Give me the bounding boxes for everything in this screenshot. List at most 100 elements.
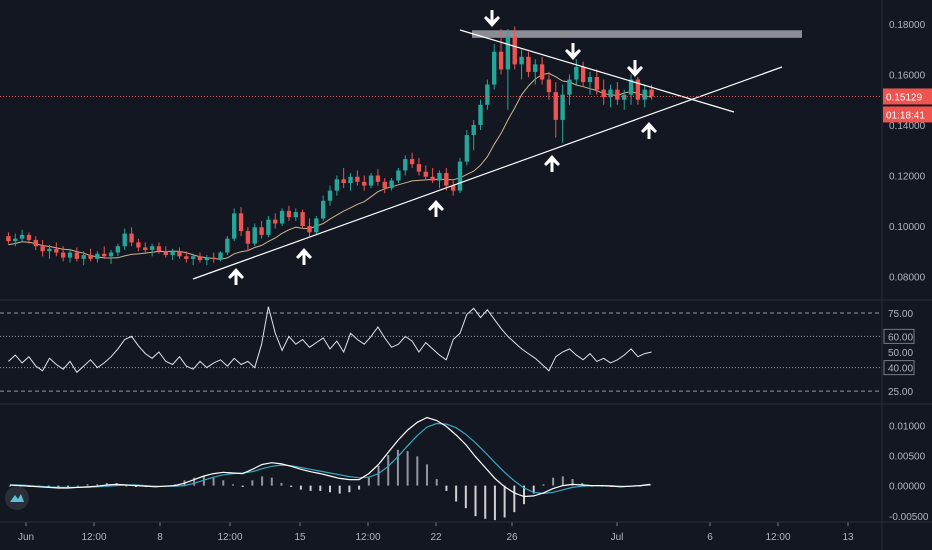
candle-body [485, 84, 490, 105]
candle-body [156, 246, 162, 252]
time-tick-label: 6 [707, 532, 713, 543]
macd-histogram-bar [581, 482, 584, 486]
candle-body [266, 219, 271, 235]
arrow-up-marker [296, 248, 312, 265]
candle-body [204, 257, 210, 261]
macd-histogram-bar [552, 477, 555, 486]
candle-body [567, 79, 572, 95]
candle-body [375, 175, 381, 182]
candle-body [642, 89, 647, 100]
candle-body [149, 246, 155, 251]
candle-body [95, 253, 100, 259]
candle-body [47, 248, 52, 252]
arrow-down-icon [627, 60, 643, 77]
tradingview-logo-icon [5, 486, 29, 510]
candle-body [450, 185, 456, 191]
candle-body [88, 255, 93, 259]
macd-histogram-bar [299, 485, 302, 490]
macd-histogram-bar [455, 485, 458, 502]
macd-histogram-bar [464, 485, 467, 509]
current-price-badge [883, 88, 932, 105]
time-tick-label: 15 [294, 532, 306, 543]
macd-histogram-bar [251, 480, 254, 486]
candle-body [416, 164, 422, 172]
price-pane[interactable]: 0.18000 0.16000 0.14000 0.12000 0.10000 0.080… [0, 20, 932, 284]
candle-body [136, 242, 141, 248]
macd-histogram-bar [76, 485, 79, 487]
macd-histogram-bar [193, 477, 196, 486]
candle-body [533, 64, 538, 72]
arrow-down-icon [565, 43, 581, 60]
time-tick-label: 13 [842, 532, 854, 543]
candle-body [492, 51, 497, 85]
candle-body [546, 79, 552, 93]
macd-histogram-bar [523, 485, 526, 505]
candle-body [259, 227, 264, 235]
price-tick-label: 0.08000 [889, 273, 926, 284]
candle-body [286, 210, 292, 218]
logo-mark [10, 494, 24, 502]
rsi-level-label: 25.00 [888, 387, 913, 398]
candle-body [245, 231, 251, 244]
candle-body [601, 89, 606, 98]
macd-pane[interactable]: 0.01000 0.00500 0.00000 -0.00500 [8, 416, 929, 523]
candle-body [143, 247, 148, 251]
candle-body [471, 124, 476, 136]
arrow-up-icon [641, 122, 657, 139]
macd-histogram-bar [96, 484, 99, 486]
time-tick-label: Jun [18, 532, 34, 543]
candle-body [163, 251, 168, 256]
time-tick-label: 12:00 [765, 532, 790, 543]
candle-body [252, 227, 257, 244]
rsi-level-label: 50.00 [888, 348, 913, 359]
macd-histogram-bar [86, 484, 89, 486]
macd-tick-label: 0.00500 [889, 451, 926, 462]
candle-body [13, 238, 18, 242]
candle-body [396, 170, 401, 181]
moving-average-line [8, 72, 652, 260]
macd-histogram-bar [261, 476, 264, 486]
candle-body [430, 176, 435, 181]
macd-histogram-bar [241, 485, 244, 487]
candle-body [382, 181, 387, 189]
candle-body [122, 233, 127, 247]
candle-body [218, 252, 223, 259]
candle-body [26, 234, 32, 240]
macd-histogram-bar [532, 485, 535, 494]
candle-body [355, 176, 360, 182]
candle-body [320, 200, 326, 219]
candle-body [60, 252, 66, 258]
candle-body [238, 213, 244, 232]
time-tick-label: 12:00 [81, 532, 106, 543]
price-tick-label: 0.18000 [889, 20, 926, 31]
macd-histogram-bar [309, 485, 312, 491]
macd-histogram-bar [493, 485, 496, 521]
arrow-up-icon [428, 200, 444, 217]
candle-body [279, 210, 285, 224]
candle-body [635, 79, 641, 100]
price-tick-label: 0.12000 [889, 171, 926, 182]
candle-body [197, 256, 203, 261]
candle-body [519, 56, 524, 65]
candle-body [81, 255, 86, 259]
arrow-up-icon [544, 155, 560, 172]
rsi-level-label: 40.00 [888, 364, 913, 375]
candle-body [74, 252, 80, 259]
time-tick-label: 8 [157, 532, 163, 543]
arrow-up-icon [296, 248, 312, 265]
candle-body [327, 190, 333, 201]
trendline-support [192, 66, 783, 280]
macd-line [9, 416, 651, 498]
candle-body [232, 213, 237, 239]
macd-histogram-bar [270, 477, 273, 486]
candle-body [129, 233, 134, 243]
candle-body [314, 218, 319, 233]
macd-histogram-bar [329, 485, 331, 493]
macd-histogram-bar [125, 485, 128, 487]
rsi-pane[interactable]: 75.00 60.00 50.00 40.00 25.00 [0, 306, 915, 398]
arrow-down-marker [565, 43, 581, 60]
candle-body [457, 161, 463, 191]
macd-histogram-bar [348, 485, 351, 493]
